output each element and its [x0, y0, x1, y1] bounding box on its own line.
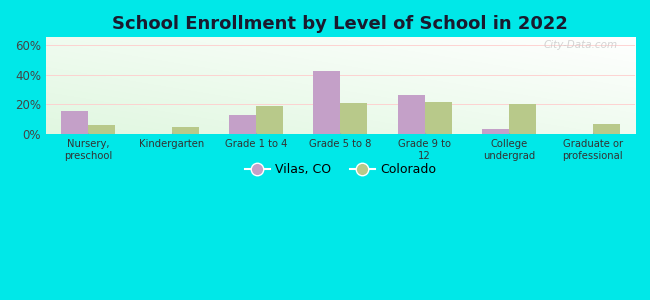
Bar	[172, 127, 199, 134]
Title: School Enrollment by Level of School in 2022: School Enrollment by Level of School in …	[112, 15, 568, 33]
Bar	[88, 124, 115, 134]
Bar	[341, 103, 367, 134]
Bar	[482, 129, 509, 134]
Bar	[424, 102, 452, 134]
Text: City-Data.com: City-Data.com	[543, 40, 618, 50]
Bar	[313, 71, 341, 134]
Bar	[256, 106, 283, 134]
Legend: Vilas, CO, Colorado: Vilas, CO, Colorado	[240, 158, 441, 181]
Bar	[593, 124, 620, 134]
Bar	[229, 115, 256, 134]
Bar	[398, 95, 424, 134]
Bar	[61, 111, 88, 134]
Bar	[509, 103, 536, 134]
